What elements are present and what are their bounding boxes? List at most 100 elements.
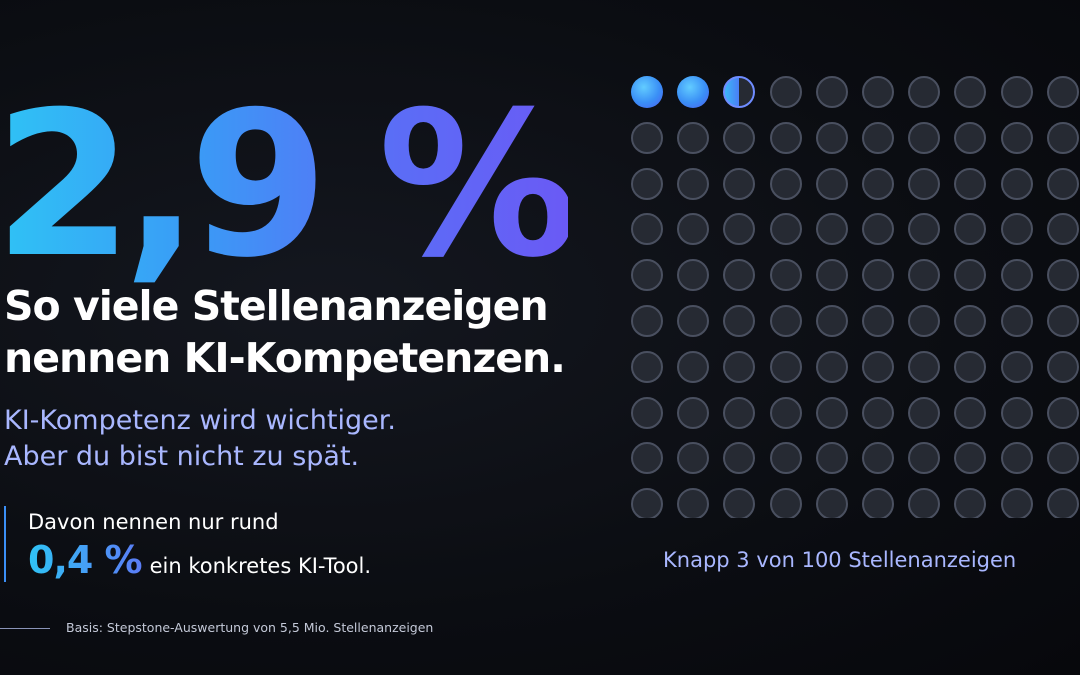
waffle-dot-empty xyxy=(954,350,987,383)
waffle-dot-empty xyxy=(769,305,802,337)
waffle-dot-empty xyxy=(815,305,848,337)
waffle-dot-empty xyxy=(723,213,756,246)
headline-percentage: 2,9 % xyxy=(0,86,578,286)
waffle-dot-empty xyxy=(815,259,848,292)
waffle-dot-empty xyxy=(862,396,894,429)
waffle-dot-empty xyxy=(677,259,710,292)
waffle-dot-empty xyxy=(677,396,710,429)
waffle-dot-empty xyxy=(631,305,663,337)
waffle-dot-empty xyxy=(1046,442,1079,475)
waffle-dot-empty xyxy=(769,76,802,108)
waffle-dot-empty xyxy=(954,76,987,108)
waffle-dot-empty xyxy=(862,121,894,154)
waffle-dot-empty xyxy=(677,121,710,154)
waffle-dot-empty xyxy=(908,396,941,429)
waffle-dot-empty xyxy=(723,167,756,200)
waffle-dot-empty xyxy=(1000,76,1033,108)
waffle-dot-empty xyxy=(631,442,663,475)
waffle-dot-empty xyxy=(954,121,987,154)
waffle-dot-empty xyxy=(1046,305,1079,337)
waffle-dot-empty xyxy=(723,442,756,475)
waffle-dot-empty xyxy=(1046,350,1079,383)
waffle-dot-empty xyxy=(815,167,848,200)
waffle-dot-empty xyxy=(862,213,894,246)
waffle-dot-empty xyxy=(954,442,987,475)
waffle-dot-empty xyxy=(862,76,894,108)
waffle-dot-empty xyxy=(954,488,987,518)
waffle-dot-empty xyxy=(908,121,941,154)
waffle-dot-empty xyxy=(631,167,663,200)
waffle-dot-empty xyxy=(1046,167,1079,200)
waffle-dot-empty xyxy=(1000,442,1033,475)
headline-line-1: So viele Stellenanzeigen xyxy=(4,282,549,330)
callout-text: ein konkretes KI-Tool. xyxy=(149,554,372,578)
waffle-dot-empty xyxy=(769,396,802,429)
footnote-rule xyxy=(0,628,50,629)
waffle-dot-empty xyxy=(631,259,663,292)
waffle-dot-empty xyxy=(1000,259,1033,292)
waffle-dot-empty xyxy=(862,350,894,383)
headline: So viele Stellenanzeigen nennen KI-Kompe… xyxy=(4,280,566,384)
waffle-dot-empty xyxy=(769,259,802,292)
waffle-dot-empty xyxy=(908,259,941,292)
subline-line-2: Aber du bist nicht zu spät. xyxy=(4,441,360,472)
waffle-dot-empty xyxy=(815,76,848,108)
subline: KI-Kompetenz wird wichtiger. Aber du bis… xyxy=(4,403,396,475)
waffle-dot-empty xyxy=(769,121,802,154)
waffle-dot-empty xyxy=(631,213,663,246)
waffle-dot-empty xyxy=(815,213,848,246)
footnote: Basis: Stepstone-Auswertung von 5,5 Mio.… xyxy=(66,620,434,635)
waffle-dot-empty xyxy=(862,259,894,292)
waffle-dot-empty xyxy=(631,350,663,383)
waffle-caption: Knapp 3 von 100 Stellenanzeigen xyxy=(663,548,1017,572)
waffle-dot-empty xyxy=(862,442,894,475)
waffle-dot-empty xyxy=(862,167,894,200)
waffle-dot-empty xyxy=(677,305,710,337)
waffle-dot-empty xyxy=(677,213,710,246)
waffle-dot-empty xyxy=(954,259,987,292)
callout-stat: 0,4 % ein konkretes KI-Tool. xyxy=(28,538,371,590)
waffle-dot-empty xyxy=(1000,488,1033,518)
waffle-dot-empty xyxy=(815,396,848,429)
waffle-dot-empty xyxy=(723,350,756,383)
waffle-dot-empty xyxy=(1046,488,1079,518)
waffle-dot-filled xyxy=(677,76,710,108)
waffle-dot-empty xyxy=(1046,213,1079,246)
waffle-dot-empty xyxy=(769,488,802,518)
waffle-dot-empty xyxy=(631,121,663,154)
waffle-dot-empty xyxy=(862,488,894,518)
waffle-dot-empty xyxy=(954,167,987,200)
callout-percentage: 0,4 % xyxy=(28,538,143,582)
waffle-dot-empty xyxy=(908,305,941,337)
waffle-dot-empty xyxy=(677,442,710,475)
waffle-dot-empty xyxy=(1000,396,1033,429)
waffle-dot-empty xyxy=(1000,350,1033,383)
waffle-dot-partial xyxy=(723,76,756,108)
waffle-dot-empty xyxy=(677,167,710,200)
waffle-dot-empty xyxy=(1000,305,1033,337)
waffle-dot-empty xyxy=(723,305,756,337)
waffle-dot-empty xyxy=(815,442,848,475)
waffle-dot-empty xyxy=(723,396,756,429)
waffle-dot-empty xyxy=(908,76,941,108)
waffle-dot-empty xyxy=(769,442,802,475)
waffle-dot-empty xyxy=(908,442,941,475)
waffle-dot-empty xyxy=(1046,76,1079,108)
waffle-dot-empty xyxy=(862,305,894,337)
waffle-dot-empty xyxy=(908,213,941,246)
waffle-dot-empty xyxy=(631,396,663,429)
waffle-dot-empty xyxy=(1000,121,1033,154)
waffle-dot-empty xyxy=(677,350,710,383)
waffle-dot-empty xyxy=(769,350,802,383)
waffle-dot-empty xyxy=(769,213,802,246)
callout-intro: Davon nennen nur rund xyxy=(28,510,279,534)
waffle-dot-empty xyxy=(1046,259,1079,292)
waffle-dot-empty xyxy=(815,488,848,518)
waffle-dot-filled xyxy=(631,76,663,108)
waffle-chart xyxy=(631,76,1080,518)
callout-box: Davon nennen nur rund 0,4 % ein konkretes… xyxy=(4,506,371,582)
waffle-dot-empty xyxy=(954,305,987,337)
waffle-dot-empty xyxy=(1046,121,1079,154)
waffle-dot-empty xyxy=(908,488,941,518)
waffle-dot-empty xyxy=(815,121,848,154)
